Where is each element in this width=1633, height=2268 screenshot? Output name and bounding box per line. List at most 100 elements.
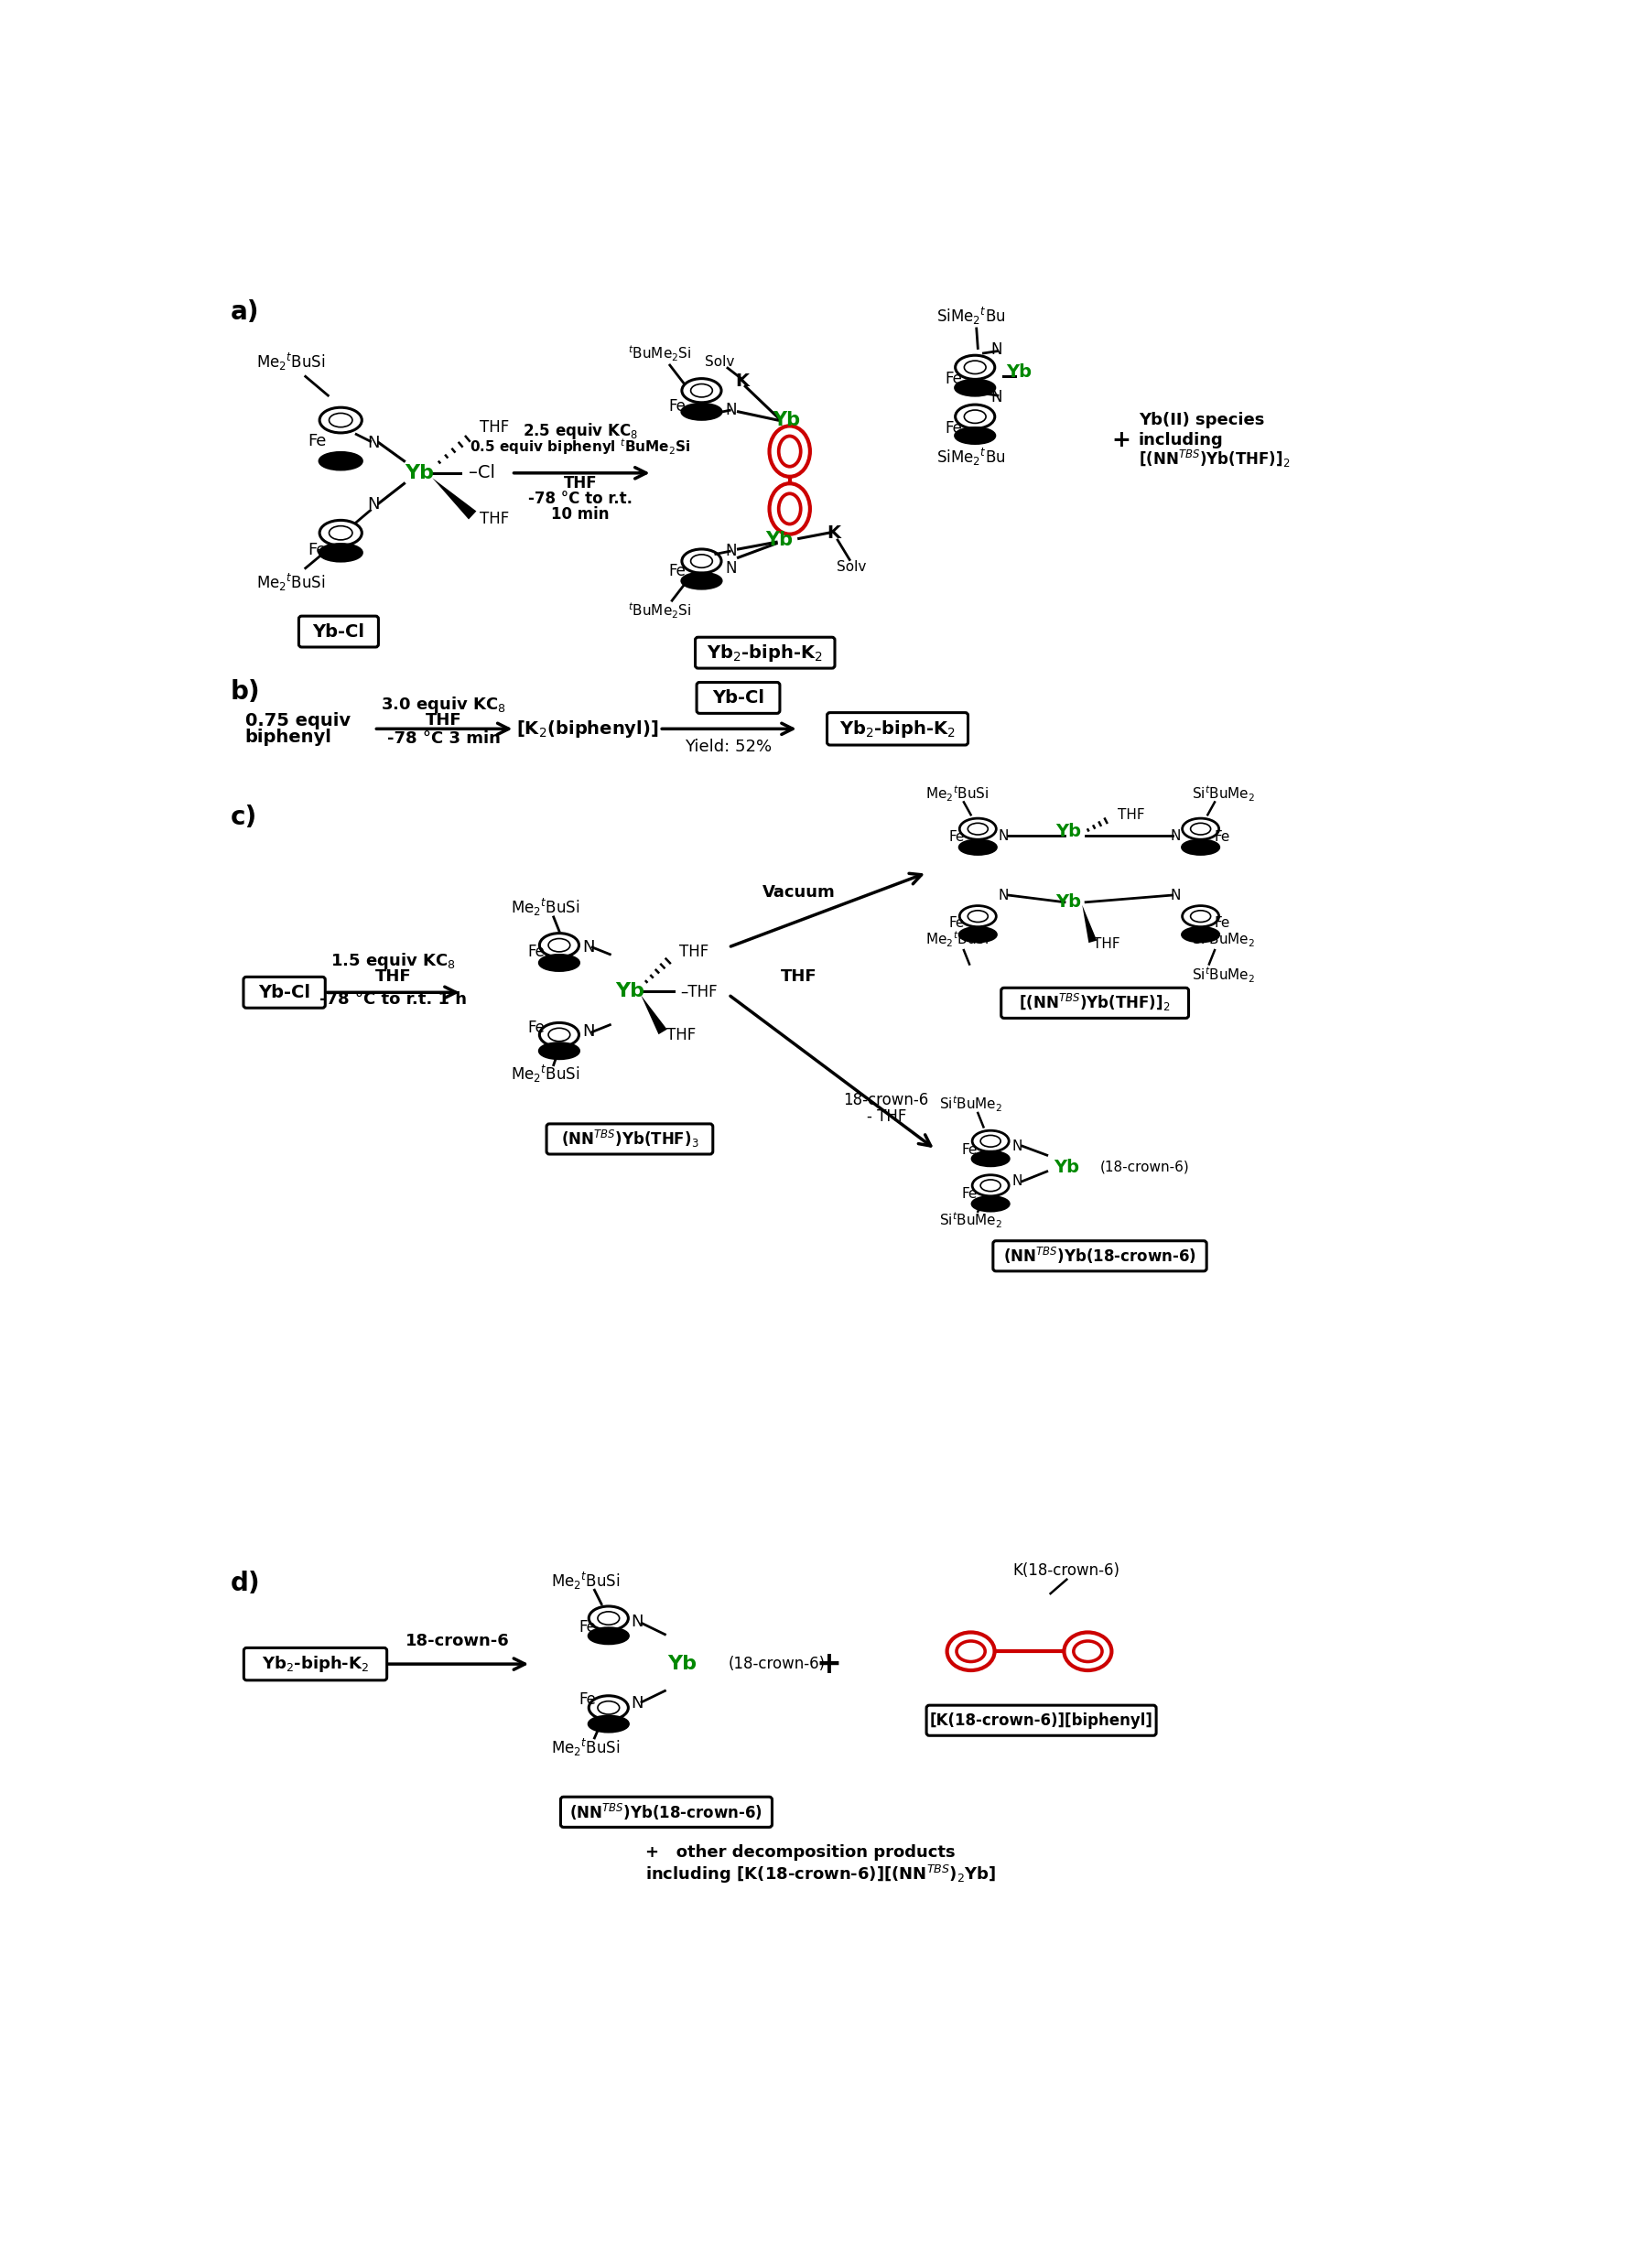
Text: –Cl: –Cl (469, 465, 495, 481)
Text: Yb-Cl: Yb-Cl (712, 689, 764, 708)
Text: Yb: Yb (1006, 363, 1032, 381)
Text: THF: THF (480, 420, 509, 435)
Text: Yb$_2$-biph-K$_2$: Yb$_2$-biph-K$_2$ (261, 1653, 369, 1674)
Text: Yb$_2$-biph-K$_2$: Yb$_2$-biph-K$_2$ (707, 642, 823, 662)
Text: Si$^t$BuMe$_2$: Si$^t$BuMe$_2$ (1192, 930, 1254, 950)
Text: N: N (367, 435, 380, 451)
Text: N: N (725, 560, 736, 576)
Text: Me$_2$$^t$BuSi: Me$_2$$^t$BuSi (924, 785, 988, 803)
Text: Fe: Fe (949, 830, 965, 844)
Text: Me$_2$$^t$BuSi: Me$_2$$^t$BuSi (550, 1737, 621, 1758)
Text: THF: THF (563, 476, 598, 492)
Text: Fe: Fe (527, 1018, 544, 1036)
Text: +: + (1112, 429, 1130, 451)
Text: N: N (725, 401, 736, 417)
Text: 10 min: 10 min (552, 506, 609, 524)
Text: Yb(II) species: Yb(II) species (1138, 413, 1264, 429)
Polygon shape (1083, 905, 1097, 943)
Text: Yb: Yb (772, 411, 800, 429)
Text: Fe: Fe (949, 916, 965, 930)
Text: 1.5 equiv KC$_8$: 1.5 equiv KC$_8$ (330, 950, 456, 971)
Text: 3.0 equiv KC$_8$: 3.0 equiv KC$_8$ (380, 694, 506, 714)
Text: THF: THF (1117, 807, 1145, 821)
Ellipse shape (590, 1717, 629, 1733)
Text: K: K (735, 372, 750, 390)
Text: 18-crown-6: 18-crown-6 (405, 1633, 509, 1649)
Text: Yb: Yb (668, 1656, 697, 1674)
Text: including: including (1138, 431, 1223, 449)
Text: Me$_2$$^t$BuSi: Me$_2$$^t$BuSi (256, 352, 325, 372)
Text: Yb-Cl: Yb-Cl (258, 984, 310, 1000)
Text: Fe: Fe (946, 420, 962, 438)
Text: N: N (1169, 830, 1181, 844)
Text: N: N (630, 1694, 643, 1712)
Text: N: N (1012, 1175, 1022, 1188)
Text: 0.75 equiv: 0.75 equiv (245, 712, 349, 728)
Ellipse shape (972, 1198, 1009, 1211)
Text: Fe: Fe (1213, 830, 1230, 844)
Text: Me$_2$$^t$BuSi: Me$_2$$^t$BuSi (511, 898, 580, 919)
Ellipse shape (1182, 839, 1218, 855)
Text: Fe: Fe (668, 397, 686, 415)
Ellipse shape (683, 574, 722, 590)
Text: N: N (998, 889, 1009, 903)
Ellipse shape (320, 454, 363, 469)
Text: THF: THF (374, 968, 412, 984)
Text: Me$_2$$^t$BuSi: Me$_2$$^t$BuSi (256, 572, 325, 592)
Text: THF: THF (666, 1027, 696, 1043)
Text: THF: THF (679, 943, 709, 959)
Text: N: N (1012, 1139, 1022, 1152)
Text: Fe: Fe (309, 542, 327, 558)
Text: - THF: - THF (867, 1109, 906, 1125)
Polygon shape (433, 479, 477, 519)
Text: [(NN$^{TBS}$)Yb(THF)]$_2$: [(NN$^{TBS}$)Yb(THF)]$_2$ (1019, 993, 1171, 1014)
Text: (NN$^{TBS}$)Yb(18-crown-6): (NN$^{TBS}$)Yb(18-crown-6) (570, 1801, 763, 1821)
Text: K: K (828, 524, 841, 542)
Text: N: N (998, 830, 1009, 844)
Text: (18-crown-6): (18-crown-6) (1099, 1161, 1189, 1175)
Text: $^t$BuMe$_2$Si: $^t$BuMe$_2$Si (627, 342, 691, 363)
Text: (18-crown-6): (18-crown-6) (728, 1656, 826, 1672)
Text: -78 °C to r.t.: -78 °C to r.t. (527, 490, 632, 508)
Text: Yb: Yb (616, 982, 645, 1000)
Text: N: N (991, 342, 1003, 358)
Text: Yb: Yb (1053, 1159, 1079, 1175)
Text: Solv: Solv (836, 560, 865, 574)
Text: Me$_2$$^t$BuSi: Me$_2$$^t$BuSi (511, 1064, 580, 1084)
Ellipse shape (955, 429, 994, 445)
Text: N: N (367, 497, 380, 513)
Text: Fe: Fe (1213, 916, 1230, 930)
Text: Fe: Fe (946, 372, 962, 388)
Text: (NN$^{TBS}$)Yb(THF)$_3$: (NN$^{TBS}$)Yb(THF)$_3$ (560, 1129, 699, 1150)
Ellipse shape (955, 381, 994, 395)
Text: 2.5 equiv KC$_8$: 2.5 equiv KC$_8$ (523, 420, 639, 440)
Text: b): b) (230, 680, 261, 705)
Text: biphenyl: biphenyl (245, 728, 331, 746)
Text: Fe: Fe (962, 1143, 978, 1157)
Text: Fe: Fe (527, 943, 544, 959)
Text: Yb: Yb (1055, 823, 1081, 841)
Text: including [K(18-crown-6)][(NN$^{TBS}$)$_2$Yb]: including [K(18-crown-6)][(NN$^{TBS}$)$_… (645, 1862, 996, 1885)
Ellipse shape (960, 839, 996, 855)
Ellipse shape (683, 404, 722, 420)
Text: a): a) (230, 299, 260, 324)
Text: [K$_2$(biphenyl)]: [K$_2$(biphenyl)] (516, 719, 658, 739)
Text: THF: THF (781, 968, 816, 984)
Ellipse shape (590, 1628, 629, 1644)
Text: Si$^t$BuMe$_2$: Si$^t$BuMe$_2$ (1192, 964, 1254, 984)
Text: Solv: Solv (704, 356, 733, 370)
Text: Yield: 52%: Yield: 52% (684, 739, 772, 755)
Text: N: N (725, 542, 736, 558)
Text: -78 °C to r.t. 1 h: -78 °C to r.t. 1 h (318, 991, 467, 1007)
Ellipse shape (972, 1152, 1009, 1166)
Text: Yb$_2$-biph-K$_2$: Yb$_2$-biph-K$_2$ (839, 719, 955, 739)
Text: Si$^t$BuMe$_2$: Si$^t$BuMe$_2$ (1192, 785, 1254, 803)
Text: $^t$BuMe$_2$Si: $^t$BuMe$_2$Si (627, 601, 691, 619)
Text: +   other decomposition products: + other decomposition products (645, 1844, 955, 1862)
Text: -78 °C 3 min: -78 °C 3 min (387, 730, 500, 746)
Text: Fe: Fe (578, 1619, 596, 1635)
Ellipse shape (539, 955, 580, 971)
Text: Si$^t$BuMe$_2$: Si$^t$BuMe$_2$ (939, 1093, 1003, 1114)
Ellipse shape (960, 928, 996, 941)
Polygon shape (642, 996, 666, 1034)
